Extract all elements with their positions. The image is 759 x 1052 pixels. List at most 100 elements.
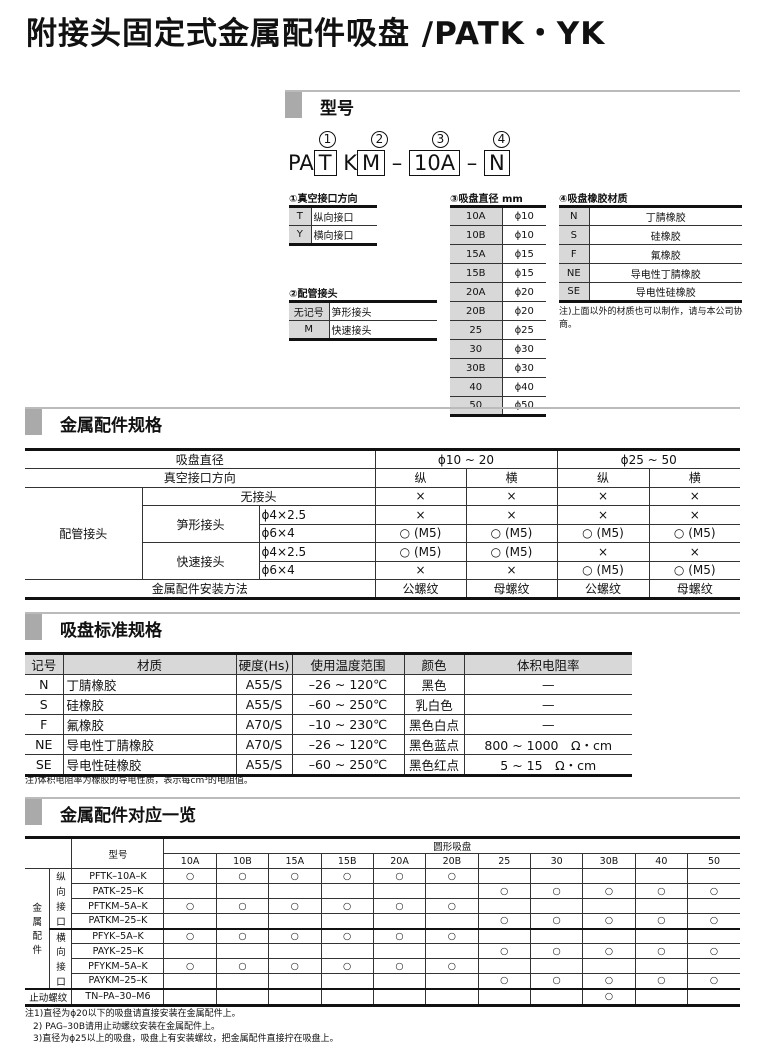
cell: 无接头 xyxy=(141,486,376,506)
table-row: Y 横向接口 xyxy=(289,225,377,245)
cell: 10A xyxy=(450,206,503,226)
compatible-mark: ○ xyxy=(268,898,322,914)
compatible-mark: ○ xyxy=(268,958,322,974)
section-marker xyxy=(25,614,42,640)
cell: 口 xyxy=(49,913,73,929)
compatible-mark: ○ xyxy=(163,898,217,914)
code-part-2: M xyxy=(356,150,386,176)
cell: 10B xyxy=(215,853,270,869)
empty-cell xyxy=(425,973,479,989)
compatible-mark: ○ xyxy=(425,898,479,914)
empty-cell xyxy=(425,883,479,899)
group-label: 金属配件 xyxy=(25,868,51,989)
cell: 硬度(Hs) xyxy=(235,653,293,675)
cell: × xyxy=(556,542,650,562)
compatible-mark: ○ xyxy=(425,927,479,944)
cell: ϕ25 xyxy=(502,320,546,340)
cell: TN–PA–30–M6 xyxy=(71,987,165,1006)
compatible-mark: ○ xyxy=(163,958,217,974)
cell: 丁腈橡胶 xyxy=(589,206,742,226)
cell: 材质 xyxy=(62,653,237,675)
compatible-mark: ○ xyxy=(582,913,636,929)
compatible-mark: ○ xyxy=(477,913,531,929)
cell: 50 xyxy=(450,396,503,416)
compatible-mark: ○ xyxy=(477,943,531,959)
compatible-mark: ○ xyxy=(687,943,740,959)
empty-cell xyxy=(268,913,322,929)
empty-cell xyxy=(215,883,270,899)
cell: ϕ20 xyxy=(502,301,546,321)
table-row: 接 PFYKM–5A–K ○ ○ ○ ○ ○ ○ xyxy=(25,958,740,974)
diameter-caption: ③吸盘直径 mm xyxy=(450,194,523,205)
table-row: 15B ϕ15 xyxy=(450,263,546,283)
empty-cell xyxy=(372,883,427,899)
table-row: 型号 圆形吸盘 xyxy=(25,837,740,869)
cell: 导电性硅橡胶 xyxy=(589,282,742,302)
compatible-mark: ○ xyxy=(529,973,584,989)
cell: PFYKM–5A–K xyxy=(71,958,165,974)
cell: –60 ~ 250℃ xyxy=(291,754,405,776)
cell: A55/S xyxy=(235,674,293,695)
cell: 20A xyxy=(450,282,503,302)
cell: 横向接口 xyxy=(311,225,377,245)
cell: –60 ~ 250℃ xyxy=(291,694,405,715)
cell: 15B xyxy=(320,853,374,869)
empty-cell xyxy=(477,927,531,944)
rubber-caption: ④吸盘橡胶材质 xyxy=(559,194,628,205)
empty-cell xyxy=(477,898,531,914)
table-row: NE 导电性丁腈橡胶 xyxy=(559,263,742,283)
table-row: F 氟橡胶 xyxy=(559,244,742,264)
section-marker xyxy=(25,799,42,825)
compatible-mark: ○ xyxy=(634,913,689,929)
section-title: 金属配件规格 xyxy=(60,416,162,436)
cell: ϕ30 xyxy=(502,339,546,359)
cell: T xyxy=(289,206,312,226)
empty-cell xyxy=(477,958,531,974)
cell: 接 xyxy=(49,958,73,974)
cell: 20A xyxy=(372,853,427,869)
cell: 30 xyxy=(450,339,503,359)
cell: 配管接头 xyxy=(25,486,143,580)
cell: 横 xyxy=(49,927,73,944)
cell: PATK–25–K xyxy=(71,883,165,899)
cell: 黑色蓝点 xyxy=(403,734,465,755)
cell: 40 xyxy=(634,853,689,869)
table-row: 30B ϕ30 xyxy=(450,358,546,378)
cell: ϕ6×4 xyxy=(259,560,376,580)
empty-cell xyxy=(687,868,740,884)
cell: A70/S xyxy=(235,734,293,755)
cell: ○ (M5) xyxy=(465,542,558,562)
cell: ϕ4×2.5 xyxy=(258,542,376,562)
empty-cell xyxy=(372,943,427,959)
cell: 硅橡胶 xyxy=(589,225,742,245)
cell: –26 ~ 120℃ xyxy=(291,674,405,695)
compatible-mark: ○ xyxy=(215,927,270,944)
compatible-mark: ○ xyxy=(372,927,427,944)
note: 注1)直径为ϕ20以下的吸盘请直接安装在金属配件上。 xyxy=(25,1009,241,1019)
empty-cell xyxy=(529,868,584,884)
cell: ϕ6×4 xyxy=(259,523,376,543)
cell: 20B xyxy=(450,301,503,321)
cell: ○ (M5) xyxy=(465,523,558,543)
table-row: NE 导电性丁腈橡胶 A70/S –26 ~ 120℃ 黑色蓝点 800 ~ 1000 Ω… xyxy=(25,734,632,755)
cell: ○ (M5) xyxy=(374,542,467,562)
compatible-mark: ○ xyxy=(687,913,740,929)
empty-cell xyxy=(320,973,374,989)
cell: 氟橡胶 xyxy=(62,714,237,735)
cell: N xyxy=(25,674,64,695)
cell: 快速接头 xyxy=(142,542,260,580)
cell: 口 xyxy=(49,973,73,989)
cell: ○ (M5) xyxy=(556,560,650,580)
empty-cell xyxy=(687,958,740,974)
compatible-mark: ○ xyxy=(687,973,740,989)
cell: ○ (M5) xyxy=(374,523,467,543)
cell: 黑色白点 xyxy=(403,714,465,735)
compatible-mark: ○ xyxy=(425,958,479,974)
empty-cell xyxy=(372,973,427,989)
empty-cell xyxy=(372,987,427,1006)
marker-3: 3 xyxy=(432,131,449,148)
diameter-table: 10A ϕ10 10B ϕ10 15A ϕ15 15B ϕ15 20A ϕ20 20B ϕ20 25 ϕ2… xyxy=(450,205,546,417)
cell: 黑色红点 xyxy=(403,754,465,776)
compatible-mark: ○ xyxy=(582,987,636,1006)
cell: 公螺纹 xyxy=(374,579,467,599)
